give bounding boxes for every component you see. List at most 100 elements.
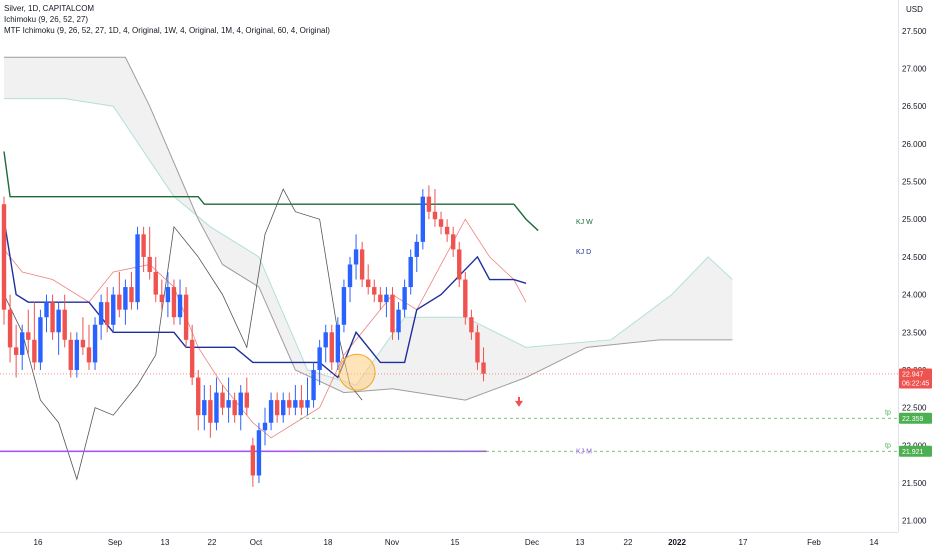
currency-label: USD xyxy=(906,5,923,14)
candle-body[interactable] xyxy=(153,272,158,295)
x-tick-label: 13 xyxy=(161,538,170,547)
candle-body[interactable] xyxy=(299,400,304,408)
candle-body[interactable] xyxy=(50,302,55,333)
candle-body[interactable] xyxy=(432,211,438,220)
candle-body[interactable] xyxy=(335,324,341,363)
candle-body[interactable] xyxy=(44,302,49,318)
candle-body[interactable] xyxy=(366,279,371,288)
candle-body[interactable] xyxy=(177,294,183,318)
x-tick-label: Oct xyxy=(250,538,263,547)
candle-body[interactable] xyxy=(390,294,395,333)
candle-body[interactable] xyxy=(20,332,25,355)
candle-body[interactable] xyxy=(463,279,468,318)
candle-body[interactable] xyxy=(457,249,462,280)
candle-body[interactable] xyxy=(123,287,128,310)
candle-body[interactable] xyxy=(196,377,201,416)
highlight-circle[interactable] xyxy=(338,353,376,391)
candle-body[interactable] xyxy=(329,332,334,363)
x-tick-label: 18 xyxy=(324,538,333,547)
candle-body[interactable] xyxy=(323,332,328,348)
candle-body[interactable] xyxy=(359,249,365,280)
kijun-weekly-label: KJ W xyxy=(576,219,593,226)
candle-body[interactable] xyxy=(353,249,359,265)
candle-body[interactable] xyxy=(262,422,268,431)
candle-body[interactable] xyxy=(469,317,474,333)
candle-body[interactable] xyxy=(171,287,177,318)
candle-body[interactable] xyxy=(287,400,292,408)
x-tick-label: Sep xyxy=(108,538,123,547)
candle-body[interactable] xyxy=(26,332,31,340)
candle-body[interactable] xyxy=(208,400,213,423)
candle-body[interactable] xyxy=(293,400,298,408)
candle-body[interactable] xyxy=(311,369,316,401)
candle-body[interactable] xyxy=(238,392,243,416)
candle-body[interactable] xyxy=(92,324,98,363)
ichimoku-legend[interactable]: Ichimoku (9, 26, 52, 27) xyxy=(4,15,89,24)
x-tick-label: Nov xyxy=(385,538,399,547)
target-price-tag-bg xyxy=(899,445,932,457)
candle-body[interactable] xyxy=(68,339,73,370)
candle-body[interactable] xyxy=(408,256,413,288)
candle-body[interactable] xyxy=(244,392,249,408)
candle-body[interactable] xyxy=(420,196,426,242)
candle-body[interactable] xyxy=(226,400,231,408)
candle-body[interactable] xyxy=(232,400,237,416)
candle-body[interactable] xyxy=(202,400,207,416)
candle-body[interactable] xyxy=(426,196,432,212)
candle-body[interactable] xyxy=(281,400,286,416)
candle-body[interactable] xyxy=(347,264,353,288)
y-tick-label: 21.500 xyxy=(902,479,927,488)
candle-body[interactable] xyxy=(475,332,480,363)
candle-body[interactable] xyxy=(7,309,13,348)
candle-body[interactable] xyxy=(256,430,262,476)
candle-body[interactable] xyxy=(305,400,310,408)
candle-body[interactable] xyxy=(129,287,134,303)
candle-body[interactable] xyxy=(450,234,456,250)
chart-title: Silver, 1D, CAPITALCOM xyxy=(4,4,95,13)
candle-body[interactable] xyxy=(13,347,19,355)
candle-body[interactable] xyxy=(62,309,67,340)
candle-body[interactable] xyxy=(56,309,61,333)
candle-body[interactable] xyxy=(80,339,86,348)
candle-body[interactable] xyxy=(274,400,280,416)
candle-body[interactable] xyxy=(214,392,219,423)
candle-body[interactable] xyxy=(32,339,37,363)
candle-body[interactable] xyxy=(250,445,256,476)
candle-body[interactable] xyxy=(117,294,122,310)
candle-body[interactable] xyxy=(98,302,104,325)
candle-body[interactable] xyxy=(378,294,383,303)
candle-body[interactable] xyxy=(189,339,195,378)
y-tick-label: 25.000 xyxy=(902,215,927,224)
y-tick-label: 24.500 xyxy=(902,253,927,262)
candle-body[interactable] xyxy=(159,294,165,303)
down-arrow-icon[interactable] xyxy=(515,396,523,407)
candle-body[interactable] xyxy=(147,256,152,272)
candle-body[interactable] xyxy=(317,347,322,370)
candle-body[interactable] xyxy=(384,294,389,303)
candle-body[interactable] xyxy=(38,317,43,363)
candle-body[interactable] xyxy=(444,226,450,235)
candle-body[interactable] xyxy=(111,294,116,325)
candle-body[interactable] xyxy=(396,309,401,333)
candle-body[interactable] xyxy=(438,219,444,227)
candle-body[interactable] xyxy=(372,287,377,295)
candle-body[interactable] xyxy=(341,287,347,325)
candle-body[interactable] xyxy=(74,339,80,370)
candle-body[interactable] xyxy=(481,362,486,374)
candle-body[interactable] xyxy=(1,204,7,310)
candle-body[interactable] xyxy=(135,234,140,303)
candle-body[interactable] xyxy=(165,287,171,303)
candle-body[interactable] xyxy=(183,294,189,340)
candle-body[interactable] xyxy=(402,287,407,310)
senkou-span-b-line xyxy=(4,56,733,401)
candle-body[interactable] xyxy=(86,347,92,363)
y-tick-label: 26.000 xyxy=(902,140,927,149)
x-tick-label: Dec xyxy=(525,538,539,547)
mtf-ichimoku-legend[interactable]: MTF Ichimoku (9, 26, 52, 27, 1D, 4, Orig… xyxy=(4,26,330,35)
candle-body[interactable] xyxy=(104,302,110,325)
candle-body[interactable] xyxy=(414,241,419,257)
candle-body[interactable] xyxy=(268,400,274,423)
candle-body[interactable] xyxy=(141,234,146,257)
candle-body[interactable] xyxy=(220,392,225,408)
